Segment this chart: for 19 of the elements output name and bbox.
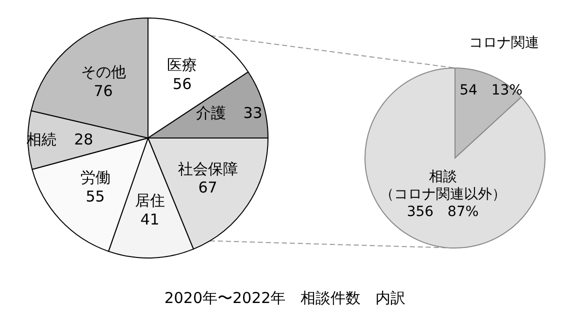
data-label: 54 13% — [460, 82, 523, 99]
slice-label: コロナ関連 — [468, 34, 539, 51]
data-label: 76 — [94, 82, 113, 100]
data-label: 33 — [243, 104, 262, 122]
pie-slice — [364, 68, 546, 248]
data-label: 55 — [86, 187, 105, 206]
slice-label: 医療 — [167, 56, 198, 74]
data-label: 41 — [140, 210, 160, 228]
data-label: 356 87% — [406, 204, 479, 220]
slice-label: 労働 — [80, 168, 110, 187]
text: 2020年〜2022年 相談件数 内訳 — [164, 289, 406, 307]
slice-label: 社会保障 — [178, 160, 238, 178]
data-label: 28 — [74, 130, 94, 149]
data-label: 67 — [198, 178, 218, 197]
slice-label: 居住 — [134, 192, 165, 210]
slice-label: 相談（コロナ関連以外） — [380, 168, 506, 202]
data-label: 56 — [172, 74, 192, 93]
slice-label: その他 — [80, 63, 126, 82]
slice-label: 介護 — [196, 104, 226, 122]
